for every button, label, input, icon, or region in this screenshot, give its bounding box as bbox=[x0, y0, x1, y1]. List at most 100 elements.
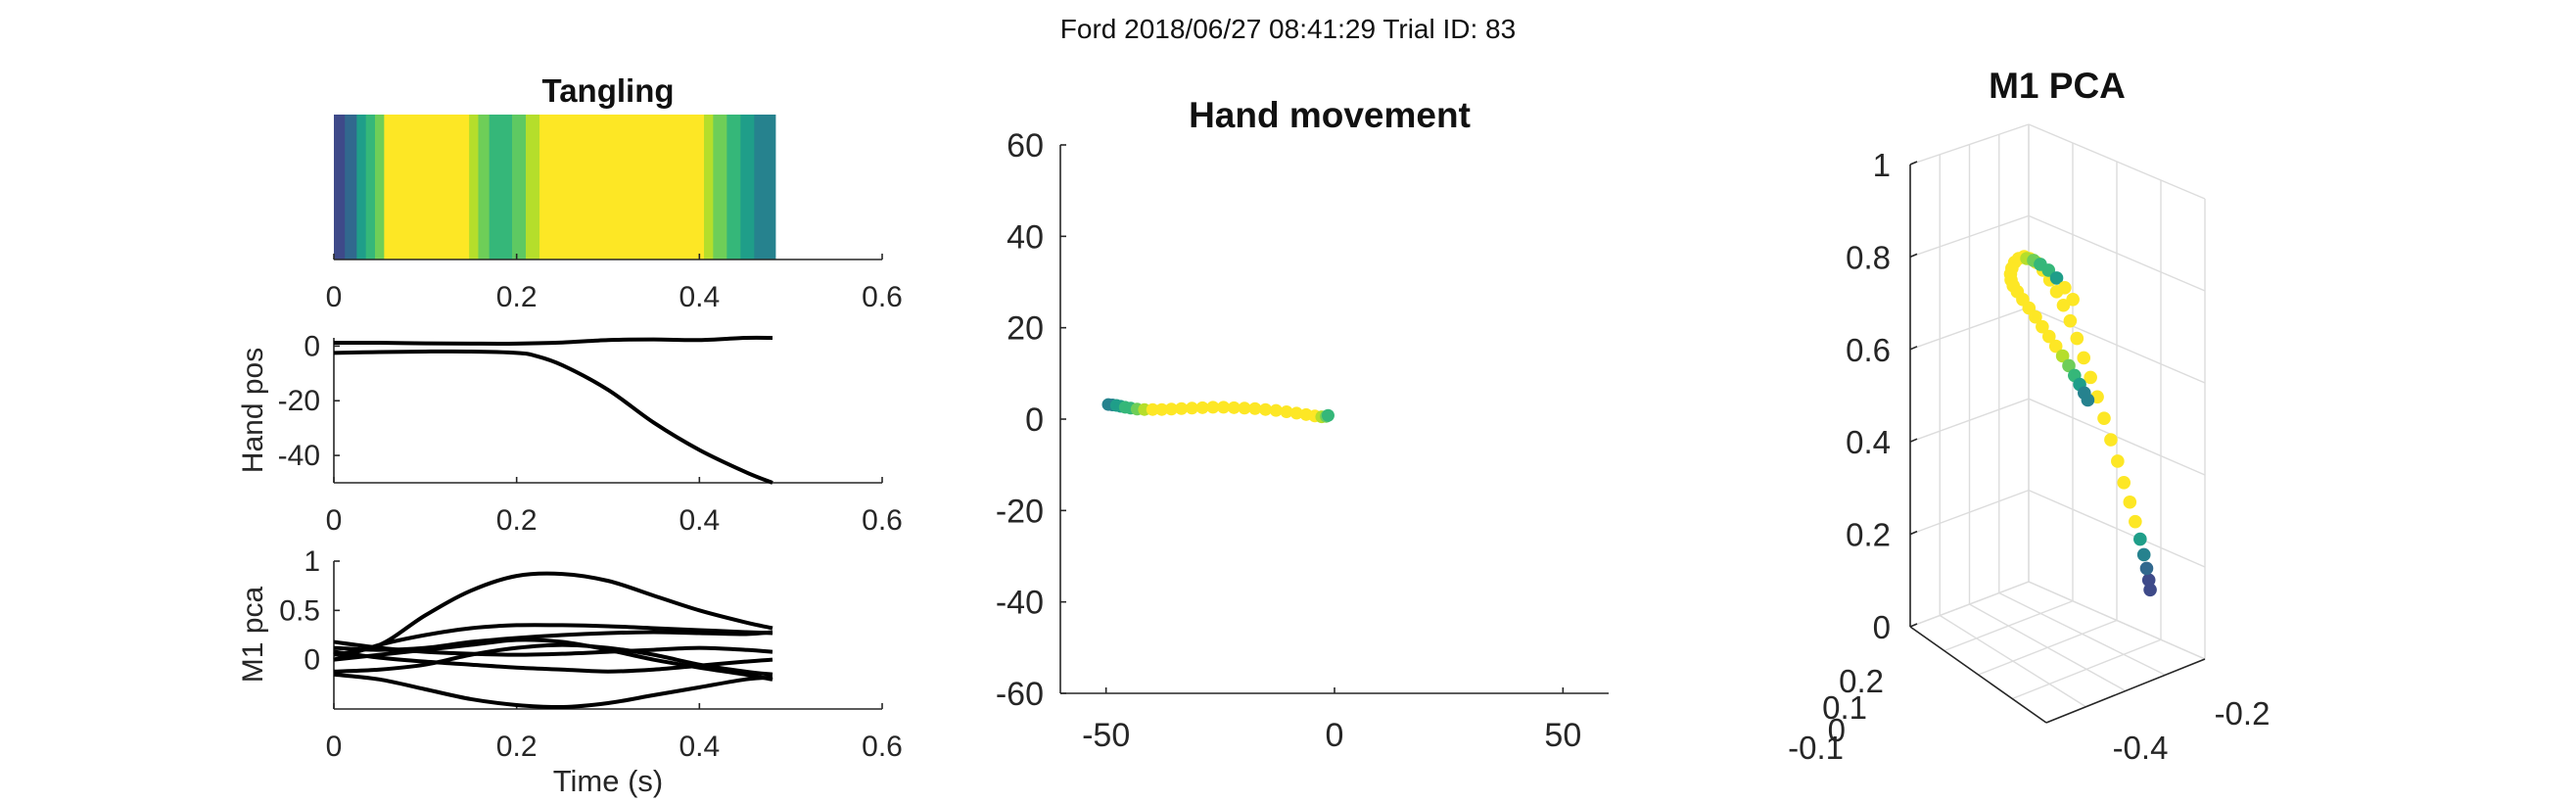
tangling-band bbox=[526, 115, 540, 260]
hand-movement-ytick-label: -40 bbox=[996, 585, 1044, 622]
m1-pca-3d-point bbox=[2136, 547, 2151, 562]
hand-movement-point bbox=[1248, 402, 1262, 415]
hand-movement-point bbox=[1195, 401, 1209, 414]
tangling-band bbox=[512, 115, 527, 260]
hand-pos-xtick-label: 0.6 bbox=[862, 504, 903, 537]
tangling-band bbox=[375, 115, 385, 260]
m1-pca-3d-point bbox=[2029, 309, 2042, 324]
m1-pca-lines bbox=[333, 571, 773, 710]
m1-pca-series-line bbox=[333, 638, 773, 682]
m1-pca-series-line bbox=[333, 571, 773, 657]
tangling-band bbox=[345, 115, 357, 260]
hand-pos-series-line bbox=[333, 335, 773, 346]
tangling-heatmap bbox=[334, 115, 776, 260]
m1-pca-3d-point bbox=[2036, 319, 2049, 334]
hand-movement-point bbox=[1155, 402, 1169, 416]
m1-pca-series-line bbox=[333, 623, 773, 662]
m1-pca-xtick-label: 0 bbox=[326, 731, 343, 763]
m1-pca-series-line bbox=[333, 642, 773, 677]
m1-pca-3d-ztick-label: 0.6 bbox=[1846, 332, 1891, 368]
m1-pca-3d-point bbox=[2117, 476, 2131, 490]
hand-movement-title: Hand movement bbox=[1189, 95, 1471, 135]
m1-pca-series-line bbox=[333, 630, 773, 652]
hand-movement-point bbox=[1238, 402, 1251, 415]
hand-movement-point bbox=[1206, 401, 1220, 414]
m1-pca-3d-point bbox=[2062, 358, 2076, 373]
m1-pca-ytick-label: 1 bbox=[304, 545, 320, 578]
hand-pos-ytick-label: -20 bbox=[278, 385, 320, 417]
hand-pos-ylabel: Hand pos bbox=[237, 348, 269, 473]
hand-movement-point bbox=[1146, 402, 1159, 416]
hand-movement-point bbox=[1321, 408, 1335, 422]
hand-movement-ytick-label: 0 bbox=[1025, 402, 1044, 439]
m1-pca-3d-gridline bbox=[1998, 591, 2166, 676]
hand-pos-lines bbox=[333, 335, 773, 485]
m1-pca-3d-ztick-label: 1 bbox=[1873, 147, 1891, 183]
hand-movement-point bbox=[1175, 402, 1189, 415]
m1-pca-3d-point bbox=[2058, 281, 2072, 295]
m1-pca-3d-point bbox=[2111, 454, 2125, 468]
hand-movement-xtick-label: 50 bbox=[1544, 717, 1581, 754]
m1-pca-3d-xtick-label: -0.1 bbox=[1788, 730, 1844, 766]
tangling-band bbox=[469, 115, 480, 260]
tangling-xtick-label: 0 bbox=[326, 281, 343, 313]
m1-pca-3d-xtick-label: 0 bbox=[1828, 712, 1846, 748]
hand-movement-xtick-label: -50 bbox=[1082, 717, 1130, 754]
m1-pca-3d-ytick-label: -0.4 bbox=[2113, 730, 2169, 766]
m1-pca-3d-y-axis bbox=[2045, 658, 2206, 724]
m1-pca-3d-point bbox=[2104, 433, 2118, 447]
hand-movement-xtick-label: 0 bbox=[1326, 717, 1344, 754]
m1-pca-3d-x-axis bbox=[1909, 626, 2047, 724]
m1-pca-series-line bbox=[333, 649, 773, 674]
tangling-xtick-label: 0.6 bbox=[862, 281, 903, 313]
hand-movement-point bbox=[1217, 401, 1231, 414]
tangling-band bbox=[539, 115, 705, 260]
tangling-band bbox=[740, 115, 755, 260]
m1-pca-3d-ztick-mark bbox=[1909, 623, 1918, 628]
m1-pca-3d-point bbox=[2048, 339, 2063, 354]
m1-pca-3d-point bbox=[2070, 331, 2084, 346]
hand-pos-xtick-label: 0.2 bbox=[496, 504, 538, 537]
m1-pca-ylabel: M1 pca bbox=[237, 587, 269, 684]
hand-movement-panel: Hand movement -50 0 50 60 40 20 0 -20 -40 -60 bbox=[996, 95, 1609, 754]
tangling-band bbox=[754, 115, 776, 260]
m1-pca-3d-point bbox=[2143, 583, 2157, 597]
m1-pca-3d-point bbox=[2055, 349, 2070, 363]
hand-pos-series-line bbox=[333, 349, 773, 485]
m1-pca-xtick-label: 0.6 bbox=[862, 731, 903, 763]
hand-pos-panel: Hand pos 0 0.2 0.4 0.6 0 -20 -40 bbox=[237, 330, 903, 537]
m1-pca-panel: M1 pca Time (s) 0 0.2 0.4 0.6 1 0.5 0 bbox=[237, 545, 903, 798]
tangling-title: Tangling bbox=[541, 72, 674, 109]
tangling-band bbox=[365, 115, 376, 260]
hand-movement-ytick-label: 20 bbox=[1007, 310, 1044, 348]
m1-pca-3d-gridline bbox=[2011, 638, 2162, 700]
hand-movement-ytick-label: 40 bbox=[1007, 218, 1044, 256]
tangling-band bbox=[334, 115, 346, 260]
hand-pos-xtick-label: 0 bbox=[326, 504, 343, 537]
tangling-band bbox=[704, 115, 714, 260]
m1-pca-3d-gridline bbox=[1978, 619, 2118, 676]
tangling-band bbox=[489, 115, 513, 260]
hand-pos-ytick-label: -40 bbox=[278, 440, 320, 472]
hand-pos-xtick-label: 0.4 bbox=[679, 504, 720, 537]
m1-pca-3d-ztick-mark bbox=[1909, 253, 1918, 259]
m1-pca-3d-panel: M1 PCA 10.80.60.40.200.20.10-0.1-0.2-0.4 bbox=[1788, 66, 2270, 766]
tangling-band bbox=[384, 115, 470, 260]
m1-pca-3d-ztick-mark bbox=[1909, 530, 1918, 536]
m1-pca-3d-point bbox=[2097, 411, 2111, 425]
hand-movement-point bbox=[1259, 402, 1273, 416]
tangling-band bbox=[726, 115, 741, 260]
m1-pca-ticks: 0 0.2 0.4 0.6 1 0.5 0 bbox=[279, 545, 903, 763]
m1-pca-3d-point bbox=[2077, 351, 2091, 365]
m1-pca-3d-xtick-label: 0.1 bbox=[1822, 689, 1867, 726]
figure-suptitle: Ford 2018/06/27 08:41:29 Trial ID: 83 bbox=[1059, 14, 1517, 44]
m1-pca-xlabel: Time (s) bbox=[553, 764, 664, 798]
m1-pca-3d-point bbox=[2063, 313, 2078, 328]
m1-pca-ytick-label: 0 bbox=[304, 644, 320, 677]
hand-pos-ticks: 0 0.2 0.4 0.6 0 -20 -40 bbox=[278, 330, 903, 537]
m1-pca-3d-ztick-mark bbox=[1909, 161, 1918, 165]
m1-pca-3d-point bbox=[2129, 514, 2142, 529]
m1-pca-3d-point bbox=[2066, 292, 2080, 307]
tangling-band bbox=[713, 115, 727, 260]
